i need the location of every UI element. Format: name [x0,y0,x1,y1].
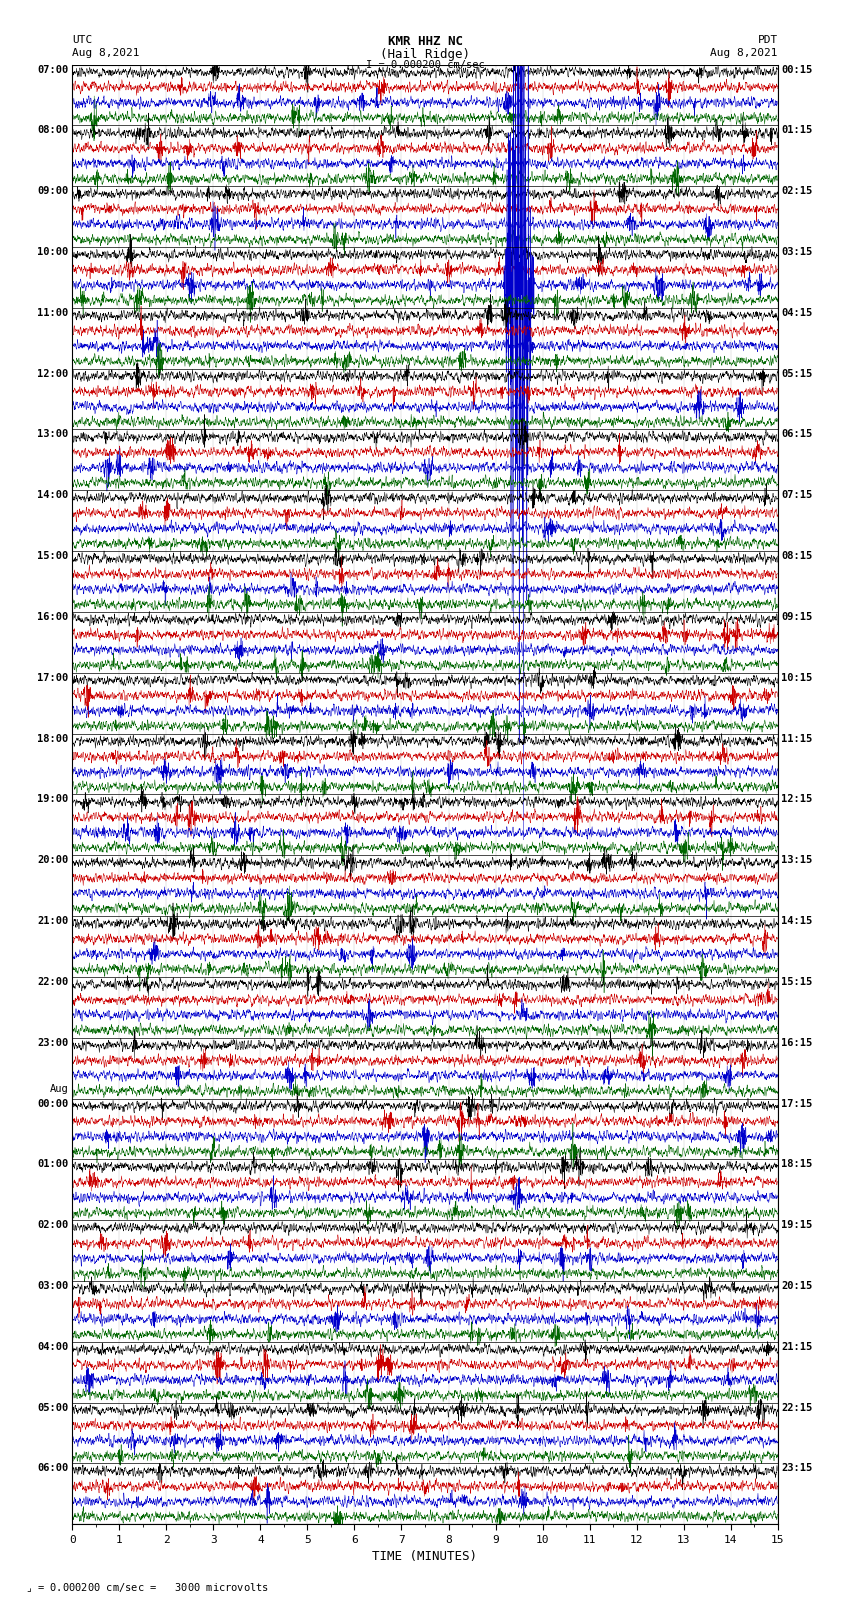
Text: 01:00: 01:00 [37,1160,69,1169]
Text: 14:15: 14:15 [781,916,813,926]
X-axis label: TIME (MINUTES): TIME (MINUTES) [372,1550,478,1563]
Text: 18:15: 18:15 [781,1160,813,1169]
Text: (Hail Ridge): (Hail Ridge) [380,48,470,61]
Text: 22:15: 22:15 [781,1403,813,1413]
Text: 10:15: 10:15 [781,673,813,682]
Text: 03:00: 03:00 [37,1281,69,1290]
Text: 20:00: 20:00 [37,855,69,865]
Text: 15:15: 15:15 [781,977,813,987]
Text: 12:15: 12:15 [781,794,813,805]
Text: 09:00: 09:00 [37,185,69,197]
Text: 13:00: 13:00 [37,429,69,439]
Text: 13:15: 13:15 [781,855,813,865]
Text: 11:15: 11:15 [781,734,813,744]
Text: 15:00: 15:00 [37,552,69,561]
Text: 10:00: 10:00 [37,247,69,256]
Text: 08:00: 08:00 [37,126,69,135]
Text: 06:15: 06:15 [781,429,813,439]
Text: 09:15: 09:15 [781,611,813,623]
Text: $\lrcorner$ = 0.000200 cm/sec =   3000 microvolts: $\lrcorner$ = 0.000200 cm/sec = 3000 mic… [26,1581,269,1594]
Text: 02:15: 02:15 [781,185,813,197]
Text: 00:00: 00:00 [37,1098,69,1108]
Text: 01:15: 01:15 [781,126,813,135]
Text: 14:00: 14:00 [37,490,69,500]
Text: 04:00: 04:00 [37,1342,69,1352]
Text: 19:15: 19:15 [781,1219,813,1231]
Text: 03:15: 03:15 [781,247,813,256]
Text: 11:00: 11:00 [37,308,69,318]
Text: Aug 8,2021: Aug 8,2021 [711,48,778,58]
Text: 20:15: 20:15 [781,1281,813,1290]
Text: 19:00: 19:00 [37,794,69,805]
Text: 21:00: 21:00 [37,916,69,926]
Text: 00:15: 00:15 [781,65,813,74]
Text: 04:15: 04:15 [781,308,813,318]
Text: Aug: Aug [50,1084,69,1094]
Text: 06:00: 06:00 [37,1463,69,1473]
Text: 17:00: 17:00 [37,673,69,682]
Text: 02:00: 02:00 [37,1219,69,1231]
Text: 17:15: 17:15 [781,1098,813,1108]
Text: 16:00: 16:00 [37,611,69,623]
Text: KMR HHZ NC: KMR HHZ NC [388,35,462,48]
Text: 18:00: 18:00 [37,734,69,744]
Text: UTC: UTC [72,35,93,45]
Text: 23:00: 23:00 [37,1037,69,1048]
Text: 22:00: 22:00 [37,977,69,987]
Text: PDT: PDT [757,35,778,45]
Text: 07:15: 07:15 [781,490,813,500]
Text: 07:00: 07:00 [37,65,69,74]
Text: 08:15: 08:15 [781,552,813,561]
Text: 16:15: 16:15 [781,1037,813,1048]
Text: 21:15: 21:15 [781,1342,813,1352]
Text: Aug 8,2021: Aug 8,2021 [72,48,139,58]
Text: I = 0.000200 cm/sec: I = 0.000200 cm/sec [366,60,484,69]
Text: 05:15: 05:15 [781,369,813,379]
Text: 05:00: 05:00 [37,1403,69,1413]
Text: 23:15: 23:15 [781,1463,813,1473]
Text: 12:00: 12:00 [37,369,69,379]
